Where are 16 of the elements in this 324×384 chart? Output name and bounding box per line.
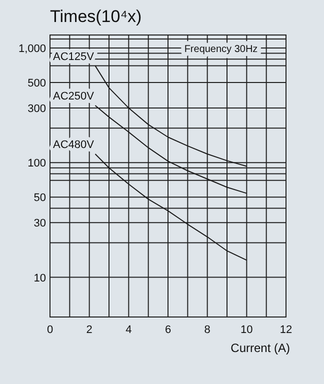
y-tick-label: 30: [34, 218, 46, 230]
y-tick-label: 50: [34, 192, 46, 204]
x-tick-label: 0: [46, 324, 54, 336]
y-tick-label: 300: [28, 102, 46, 115]
x-tick-label: 10: [240, 324, 253, 336]
y-tick-label: 100: [28, 158, 46, 170]
x-axis-title: Current (A): [230, 341, 290, 355]
x-tick-label: 8: [204, 324, 210, 336]
x-tick-label: 4: [126, 324, 132, 336]
x-tick-label: 2: [86, 324, 92, 336]
x-tick-label: 6: [164, 324, 172, 336]
chart-title: Times(10⁴x): [50, 7, 142, 26]
x-tick-label: 12: [280, 324, 292, 336]
y-tick-label: 500: [28, 78, 46, 90]
y-tick-label: 10: [34, 272, 46, 284]
y-tick-label: 1,000: [18, 43, 46, 56]
